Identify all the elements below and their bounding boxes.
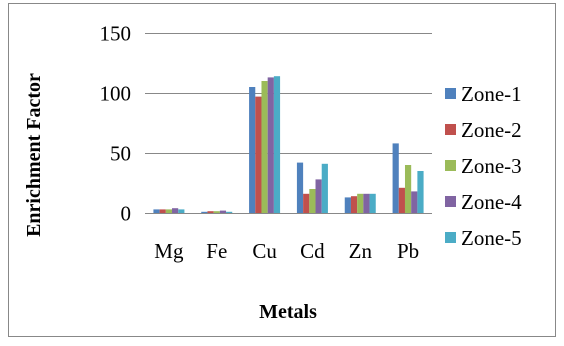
y-tick-label: 100 — [100, 82, 132, 106]
x-category-label: Cd — [300, 239, 325, 263]
x-axis-title: Metals — [259, 301, 317, 323]
bar-zone-3-mg — [165, 209, 173, 213]
chart-border — [8, 3, 556, 337]
bar-zone-2-cd — [303, 193, 310, 213]
x-category-label: Mg — [154, 239, 184, 263]
legend-swatch — [445, 232, 456, 243]
legend-label: Zone-3 — [461, 154, 522, 178]
legend-item: Zone-1 — [445, 82, 522, 106]
y-tick-label: 50 — [110, 142, 131, 166]
legend-label: Zone-2 — [461, 118, 522, 142]
legend-item: Zone-5 — [445, 226, 522, 250]
bar-zone-2-zn — [350, 196, 358, 213]
y-tick-labels: 0 50 100 150 — [100, 22, 132, 226]
x-category-label: Cu — [252, 239, 277, 263]
bar-zone-5-fe — [226, 211, 233, 213]
bar-zone-5-mg — [178, 209, 185, 213]
bar-zone-4-cd — [315, 179, 322, 213]
gridlines — [145, 33, 432, 154]
bar-zone-5-zn — [369, 193, 376, 213]
bar-zone-4-fe — [219, 210, 227, 213]
bar-zone-3-cu — [261, 81, 268, 213]
legend-swatch — [445, 124, 456, 135]
bars — [153, 76, 424, 214]
bar-zone-4-cu — [267, 77, 274, 214]
bar-zone-5-pb — [417, 171, 424, 213]
legend-label: Zone-5 — [461, 226, 522, 250]
bar-zone-1-cu — [249, 87, 256, 213]
bar-zone-1-fe — [201, 211, 208, 213]
bar-zone-2-mg — [159, 209, 166, 213]
y-tick-label: 150 — [100, 22, 132, 46]
x-category-labels: Mg Fe Cu Cd Zn Pb — [154, 239, 419, 263]
legend-swatch — [445, 196, 456, 207]
bar-zone-3-fe — [213, 211, 220, 213]
bar-zone-4-pb — [411, 191, 418, 213]
bar-zone-5-cu — [273, 76, 281, 213]
bar-zone-1-mg — [153, 209, 160, 213]
bar-zone-4-zn — [363, 193, 370, 213]
legend-item: Zone-4 — [445, 190, 522, 214]
legend-label: Zone-1 — [461, 82, 522, 106]
bar-zone-3-cd — [309, 189, 316, 213]
legend-swatch — [445, 88, 456, 99]
legend-item: Zone-3 — [445, 154, 522, 178]
bar-zone-1-zn — [344, 197, 351, 213]
bar-zone-2-fe — [207, 211, 214, 213]
x-category-label: Zn — [349, 239, 373, 263]
bar-zone-2-pb — [398, 187, 405, 213]
bar-zone-3-zn — [357, 193, 364, 213]
legend-label: Zone-4 — [461, 190, 522, 214]
bar-zone-4-mg — [172, 208, 179, 213]
bar-zone-5-cd — [321, 163, 328, 213]
bar-zone-2-cu — [255, 96, 262, 213]
bar-zone-1-pb — [392, 143, 399, 213]
y-axis-title: Enrichment Factor — [23, 73, 45, 237]
legend: Zone-1 Zone-2 Zone-3 Zone-4 Zone-5 — [445, 82, 522, 250]
x-category-label: Fe — [206, 239, 227, 263]
legend-swatch — [445, 160, 456, 171]
y-tick-label: 0 — [121, 202, 132, 226]
bar-zone-1-cd — [296, 162, 304, 213]
x-category-label: Pb — [397, 239, 419, 263]
legend-item: Zone-2 — [445, 118, 522, 142]
bar-zone-3-pb — [404, 165, 412, 213]
